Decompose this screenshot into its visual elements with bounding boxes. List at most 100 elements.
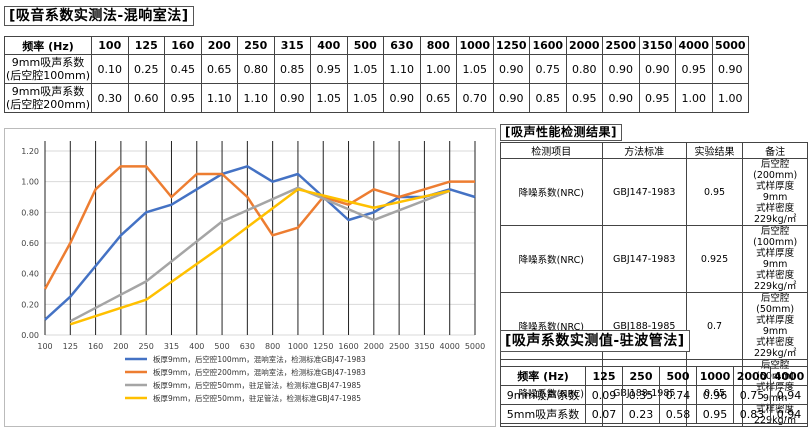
table-cell: 降噪系数(NRC) [500,225,603,293]
freq-header-cell: 160 [164,36,202,55]
y-tick-label: 1.20 [21,147,39,156]
results-title: [吸声性能检测结果] [500,124,622,141]
series-line-4 [69,188,450,326]
note-cell: 后空腔(50mm) 式样厚度9mm 式样密度229kg/㎡ [742,292,808,360]
col-header-item: 检测项目 [500,142,603,159]
table-header-row: 频率 (Hz) 100 125 160 200 250 315 400 500 630 800 10… [4,36,749,55]
legend-label: 板厚9mm，后空腔100mm，混响室法，检测标准GBJ47-1983 [153,354,366,364]
table-cell: 1.05 [346,54,384,84]
y-tick-label: 1.00 [21,178,39,187]
series-line-2 [43,165,475,290]
chart-panel: 0.00 0.20 0.40 0.60 0.80 1.00 1.20 100 125 160 200… [4,128,496,427]
row-label: 9mm吸声系数 (后空腔200mm) [4,83,92,113]
note-line: 式样密度229kg/㎡ [753,337,797,359]
row-label-line2: (后空腔100mm) [5,69,90,82]
table-cell: 0.90 [492,54,530,84]
note-line: 式样厚度9mm [756,315,795,337]
reverb-freq-table: 频率 (Hz) 100 125 160 200 250 315 400 500 630 800 10… [4,36,749,113]
table-cell: 0.07 [585,404,623,424]
table-row: 降噪系数(NRC) GBJ147-1983 0.925 后空腔(100mm) 式样厚度9… [500,225,808,293]
table-cell: 0.83 [733,404,771,424]
table-cell: 0.95 [638,83,676,113]
table-cell: 0.96 [696,385,734,405]
x-tick-label: 2000 [364,342,384,351]
freq-header-cell: 250 [237,36,275,55]
table-cell: 1.00 [419,54,457,84]
table-cell: 1.05 [456,54,494,84]
freq-header-cell: 5000 [711,36,749,55]
absorption-chart: 0.00 0.20 0.40 0.60 0.80 1.00 1.20 100 125 160 200… [21,141,485,403]
table-cell: 0.90 [273,83,311,113]
table-cell: 0.35 [622,385,660,405]
freq-header-cell: 4000 [770,366,808,386]
table-cell: GBJ147-1983 [601,225,687,293]
freq-header-label: 频率 (Hz) [500,366,586,386]
x-tick-label: 250 [139,342,154,351]
x-tick-label: 500 [214,342,229,351]
legend-label: 板厚9mm，后空腔50mm，驻足管法，检测标准GBJ47-1985 [153,380,361,390]
table-row: 9mm吸声系数 (后空腔200mm) 0.30 0.60 0.95 1.10 1.10 0.… [4,83,749,113]
table-cell: 0.45 [164,54,202,84]
freq-header-cell: 630 [383,36,421,55]
table-cell: 1.10 [383,54,421,84]
x-tick-label: 125 [63,342,78,351]
legend-label: 板厚9mm，后空腔50mm，驻足管法，检测标准GBJ47-1985 [153,393,361,403]
freq-header-cell: 125 [127,36,165,55]
table-cell: 0.09 [585,385,623,405]
table-cell: 0.95 [565,83,603,113]
col-header-result: 实验结果 [685,142,744,159]
table-cell: 0.75 [529,54,567,84]
table-cell: 1.00 [711,83,749,113]
table-cell: 0.65 [200,54,238,84]
table-header-row: 检测项目 方法标准 实验结果 备注 [500,142,808,159]
x-tick-label: 100 [37,342,52,351]
x-tick-label: 160 [88,342,103,351]
table-cell: 0.85 [529,83,567,113]
table-cell: 0.95 [685,158,744,226]
table-cell: 0.90 [602,83,640,113]
freq-header-cell: 1250 [492,36,530,55]
table-cell: 0.70 [456,83,494,113]
y-tick-label: 0.00 [21,331,39,340]
table-cell: 0.94 [770,385,808,405]
table-cell: 0.95 [696,404,734,424]
note-cell: 后空腔(200mm) 式样厚度9mm 式样密度229kg/㎡ [742,158,808,226]
freq-header-cell: 500 [346,36,384,55]
table-cell: 0.23 [622,404,660,424]
freq-header-cell: 250 [622,366,660,386]
table-cell: 1.00 [675,83,713,113]
freq-header-cell: 315 [273,36,311,55]
freq-header-cell: 100 [91,36,129,55]
x-tick-label: 1600 [338,342,358,351]
field-title: [吸声系数实测值-驻波管法] [500,330,690,352]
note-line: 式样密度229kg/㎡ [753,270,797,292]
note-cell: 后空腔(100mm) 式样厚度9mm 式样密度229kg/㎡ [742,225,808,293]
note-line: 后空腔(50mm) [756,293,795,315]
freq-header-cell: 400 [310,36,348,55]
y-tick-label: 0.40 [21,270,39,279]
table-cell: 0.90 [602,54,640,84]
x-tick-label: 200 [113,342,128,351]
x-tick-label: 1000 [288,342,308,351]
table-header-row: 频率 (Hz) 125 250 500 1000 2000 4000 [500,366,808,386]
col-header-standard: 方法标准 [601,142,687,159]
table-cell: 0.65 [419,83,457,113]
x-tick-label: 2500 [389,342,409,351]
x-tick-label: 315 [164,342,179,351]
table-cell: 0.90 [383,83,421,113]
row-label-line1: 9mm吸声系数 [11,85,85,98]
freq-header-cell: 3150 [638,36,676,55]
table-cell: 0.80 [565,54,603,84]
row-label-line2: (后空腔200mm) [5,98,90,111]
table-cell: 0.90 [711,54,749,84]
freq-header-cell: 125 [585,366,623,386]
table-cell: 0.7 [685,292,744,360]
field-table: 频率 (Hz) 125 250 500 1000 2000 4000 9mm吸声系数 0.0… [500,366,808,424]
table-cell: 0.90 [638,54,676,84]
freq-header-cell: 1000 [696,366,734,386]
table-cell: 0.10 [91,54,129,84]
table-row: 5mm吸声系数 0.07 0.23 0.58 0.95 0.83 0.94 [500,404,808,424]
table-cell: 0.85 [273,54,311,84]
note-line: 后空腔(100mm) [753,226,798,248]
table-cell: 0.95 [675,54,713,84]
